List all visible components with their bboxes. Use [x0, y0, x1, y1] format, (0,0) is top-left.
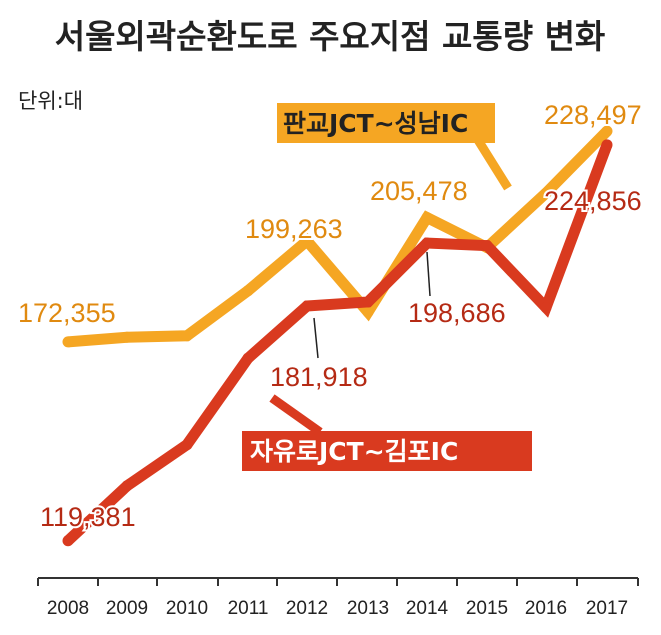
x-tick-label-2012: 2012 — [286, 598, 328, 619]
x-axis: 2008 2009 2010 2011 2012 2013 2014 2015 2016 2017 — [37, 578, 639, 619]
legend-series-2-box — [242, 431, 532, 471]
series-2-label-pointer-2014 — [426, 251, 431, 297]
chart-title: 서울외곽순환도로 주요지점 교통량 변화 — [55, 17, 606, 56]
x-tick-label-2011: 2011 — [228, 598, 269, 619]
series-2-point-2015 — [481, 240, 493, 252]
legend-series-1: 판교JCT~성남IC — [277, 103, 495, 143]
series-layer — [62, 125, 613, 547]
series-2-point-2012 — [301, 300, 313, 312]
series-1-point-2009 — [121, 331, 133, 343]
x-tick-label-2017: 2017 — [586, 598, 628, 619]
x-tick-label-2008: 2008 — [47, 598, 89, 619]
series-2-point-2010 — [181, 439, 193, 451]
series-1-point-2012 — [301, 235, 313, 247]
x-tick-label-2009: 2009 — [106, 598, 148, 619]
legend-series-2-leader — [269, 394, 323, 436]
x-tick-label-2013: 2013 — [347, 598, 389, 619]
series-1-data-label-2014: 205,478 — [370, 176, 468, 206]
series-1-point-2017 — [601, 125, 613, 137]
series-1-point-2016 — [540, 187, 552, 199]
series-1-data-label-2017: 228,497 — [544, 100, 642, 130]
series-2-line — [64, 142, 613, 545]
legend-series-1-leader — [474, 137, 512, 191]
series-2-label-pointer-2012 — [313, 317, 319, 359]
legend-series-2-label: 자유로JCT~김포IC — [250, 437, 458, 466]
series-1-point-2010 — [181, 330, 193, 342]
series-2-data-label-2012: 181,918 — [270, 362, 368, 392]
series-1-point-2008 — [62, 336, 74, 348]
series-2-point-2013 — [362, 296, 374, 308]
series-1-data-label-2012: 199,263 — [245, 214, 343, 244]
series-2-point-2017 — [601, 139, 613, 151]
legend-series-2: 자유로JCT~김포IC — [242, 431, 532, 471]
unit-label: 단위:대 — [18, 89, 83, 113]
series-2-data-label-2017: 224,856 — [544, 186, 642, 216]
series-1-point-2013 — [362, 306, 374, 318]
series-2-data-label-2008: 119,381 — [40, 502, 136, 532]
legend-series-1-box — [277, 103, 495, 143]
label-layer: 172,355 199,263 205,478 228,497 119,381 181,9… — [16, 98, 644, 534]
series-1-point-2014 — [421, 212, 433, 224]
series-2-point-2014 — [421, 237, 433, 249]
series-2-point-2008 — [62, 535, 74, 547]
series-1-data-label-2008: 172,355 — [18, 298, 116, 328]
series-2-point-2011 — [242, 352, 254, 364]
legend-series-1-label: 판교JCT~성남IC — [283, 109, 468, 138]
series-1-point-2011 — [242, 285, 254, 297]
x-tick-label-2010: 2010 — [166, 598, 208, 619]
series-1-line — [67, 127, 611, 348]
series-2-point-2016 — [540, 302, 552, 314]
series-2-data-label-2014: 198,686 — [408, 298, 506, 328]
x-tick-label-2014: 2014 — [406, 598, 449, 619]
x-tick-label-2016: 2016 — [525, 598, 567, 619]
x-tick-label-2015: 2015 — [466, 598, 508, 619]
series-2-point-2009 — [121, 480, 133, 492]
